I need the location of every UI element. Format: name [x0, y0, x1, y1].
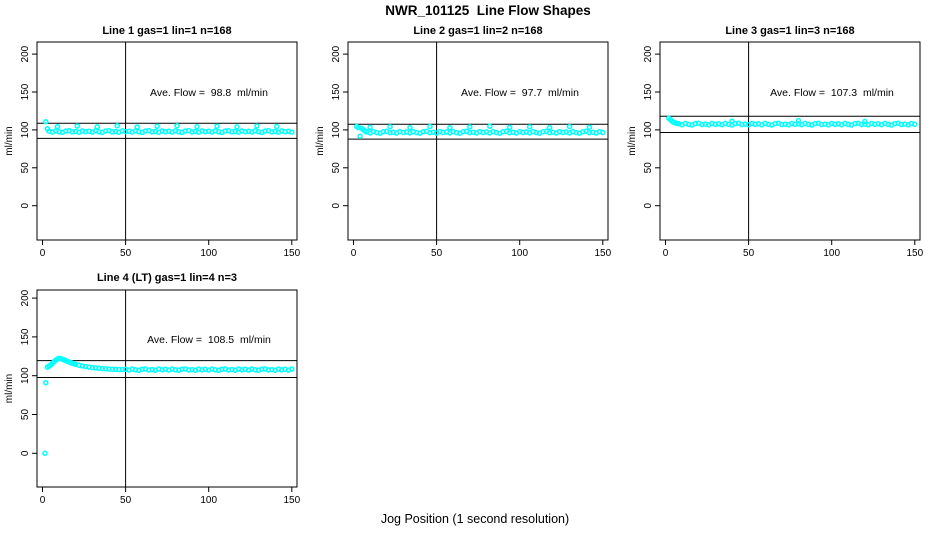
y-tick-label: 150: [331, 83, 342, 100]
panel-1-graphics: 0 50 100 150 0 50 100 150 200 ml/min: [4, 41, 301, 259]
y-tick-label: 100: [20, 367, 31, 384]
panel-2-ave-flow-annotation: Ave. Flow = 97.7 ml/min: [461, 87, 579, 99]
x-tick-label: 150: [906, 248, 923, 259]
y-axis-label: ml/min: [4, 126, 15, 155]
y-axis-label: ml/min: [315, 126, 326, 155]
x-tick-label: 50: [120, 248, 132, 259]
y-tick-label: 100: [643, 121, 654, 138]
x-axis-label: Jog Position (1 second resolution): [380, 512, 570, 526]
y-tick-label: 50: [331, 162, 342, 174]
y-tick-label: 0: [20, 450, 31, 456]
x-tick-label: 0: [40, 495, 46, 506]
y-tick-label: 50: [643, 162, 654, 174]
x-tick-label: 50: [743, 248, 755, 259]
x-tick-label: 50: [120, 495, 132, 506]
x-tick-label: 100: [200, 248, 217, 259]
y-tick-label: 150: [20, 83, 31, 100]
main-title: NWR_101125 Line Flow Shapes: [385, 3, 591, 18]
plot-box: [36, 41, 298, 241]
y-tick-label: 200: [643, 45, 654, 62]
y-tick-label: 150: [643, 83, 654, 100]
x-tick-label: 100: [823, 248, 840, 259]
panel-3-graphics: 0 50 100 150 0 50 100 150 200 ml/min: [627, 41, 924, 259]
panel-3-title: Line 3 gas=1 lin=3 n=168: [725, 25, 855, 37]
panel-4-title: Line 4 (LT) gas=1 lin=4 n=3: [96, 272, 238, 284]
y-tick-label: 200: [331, 45, 342, 62]
panel-4-ave-flow-annotation: Ave. Flow = 108.5 ml/min: [147, 334, 271, 346]
scatter-points: [42, 355, 295, 457]
y-tick-label: 0: [20, 202, 31, 208]
y-tick-label: 100: [331, 121, 342, 138]
scatter-points: [354, 123, 606, 140]
plot-box: [659, 41, 921, 241]
x-tick-label: 150: [283, 248, 300, 259]
x-tick-label: 50: [431, 248, 443, 259]
x-tick-label: 150: [594, 248, 611, 259]
scatter-points: [43, 118, 295, 136]
x-tick-label: 0: [40, 248, 46, 259]
panel-2-title: Line 2 gas=1 lin=2 n=168: [413, 25, 543, 37]
y-tick-label: 50: [20, 162, 31, 174]
panel-3-ave-flow-annotation: Ave. Flow = 107.3 ml/min: [770, 87, 894, 99]
y-tick-label: 50: [20, 409, 31, 421]
scatter-points: [666, 115, 918, 128]
y-tick-label: 200: [20, 45, 31, 62]
y-axis-label: ml/min: [4, 374, 15, 403]
y-axis-label: ml/min: [627, 126, 638, 155]
panel-4-graphics: 0 50 100 150 0 50 100 150 200 ml/min: [4, 289, 301, 506]
y-tick-label: 200: [20, 289, 31, 306]
x-tick-label: 100: [200, 495, 217, 506]
panel-2-graphics: 0 50 100 150 0 50 100 150 200 ml/min: [315, 41, 612, 259]
panel-1-title: Line 1 gas=1 lin=1 n=168: [102, 25, 232, 37]
x-tick-label: 0: [663, 248, 669, 259]
y-tick-label: 0: [331, 202, 342, 208]
panel-1-ave-flow-annotation: Ave. Flow = 98.8 ml/min: [150, 87, 268, 99]
x-tick-label: 0: [351, 248, 357, 259]
plot-box: [347, 41, 609, 241]
x-tick-label: 100: [511, 248, 528, 259]
y-tick-label: 150: [20, 328, 31, 345]
y-tick-label: 100: [20, 121, 31, 138]
x-tick-label: 150: [283, 495, 300, 506]
y-tick-label: 0: [643, 202, 654, 208]
plot-box: [36, 289, 298, 488]
